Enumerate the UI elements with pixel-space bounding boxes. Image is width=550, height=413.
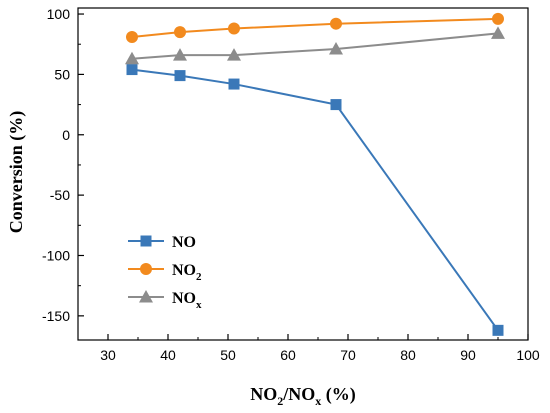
data-point xyxy=(330,99,342,111)
data-point xyxy=(492,12,504,25)
series-nox xyxy=(125,26,505,65)
legend-label-sub: x xyxy=(196,299,202,311)
data-point xyxy=(173,48,187,61)
legend-label: NO2 xyxy=(172,262,202,283)
axis-ticks: 30 40 50 60 70 80 90 100 100 50 0 -50 -100 -150 xyxy=(42,6,540,363)
x-tick-label: 100 xyxy=(516,347,540,363)
legend-label-base: NO xyxy=(172,262,196,279)
data-point xyxy=(125,51,139,65)
x-tick-label: 60 xyxy=(280,347,296,363)
legend-marker xyxy=(139,290,153,303)
legend-label: NOx xyxy=(172,290,202,311)
data-point xyxy=(174,70,186,82)
legend-label-base: NO xyxy=(172,234,196,251)
data-point xyxy=(491,26,505,39)
y-tick-label: -100 xyxy=(42,247,70,263)
series-no2 xyxy=(126,12,504,43)
data-point xyxy=(492,324,504,336)
legend-item: NOx xyxy=(128,290,202,311)
x-axis-title-sub2: x xyxy=(315,394,321,408)
y-tick-label: -150 xyxy=(42,308,70,324)
y-tick-label: 100 xyxy=(47,6,71,22)
y-axis-title: Conversion (%) xyxy=(6,111,27,234)
x-axis-title: NO2/NOx (%) xyxy=(250,384,356,408)
legend-marker xyxy=(140,263,152,275)
data-point xyxy=(228,22,240,35)
x-tick-label: 40 xyxy=(160,347,176,363)
x-tick-label: 50 xyxy=(220,347,236,363)
data-point xyxy=(126,64,138,76)
y-tick-label: 0 xyxy=(62,127,70,143)
series-line xyxy=(131,32,499,60)
series-line xyxy=(131,17,499,38)
series-no xyxy=(126,64,504,336)
x-axis-title-sub1: 2 xyxy=(277,394,283,408)
plot-frame xyxy=(77,7,529,341)
data-point xyxy=(227,48,241,61)
x-tick-label: 70 xyxy=(340,347,356,363)
y-tick-label: -50 xyxy=(50,187,70,203)
legend-label: NO xyxy=(172,234,196,251)
x-tick-label: 80 xyxy=(400,347,416,363)
data-point xyxy=(126,30,138,43)
legend-marker xyxy=(140,235,152,247)
legend-label-sub: 2 xyxy=(196,271,202,283)
x-tick-label: 30 xyxy=(100,347,116,363)
data-point xyxy=(174,26,186,39)
x-axis-title-unit: (%) xyxy=(321,384,356,405)
series-layer xyxy=(125,12,505,336)
x-axis-title-base: NO xyxy=(250,384,277,404)
data-point xyxy=(330,17,342,30)
legend-item: NO2 xyxy=(128,262,202,283)
y-tick-label: 50 xyxy=(54,66,70,82)
data-point xyxy=(228,78,240,90)
legend-item: NO xyxy=(128,234,196,251)
legend-label-base: NO xyxy=(172,290,196,307)
x-axis-title-mid: /NO xyxy=(282,384,315,404)
x-tick-label: 90 xyxy=(460,347,476,363)
data-point xyxy=(329,42,343,55)
